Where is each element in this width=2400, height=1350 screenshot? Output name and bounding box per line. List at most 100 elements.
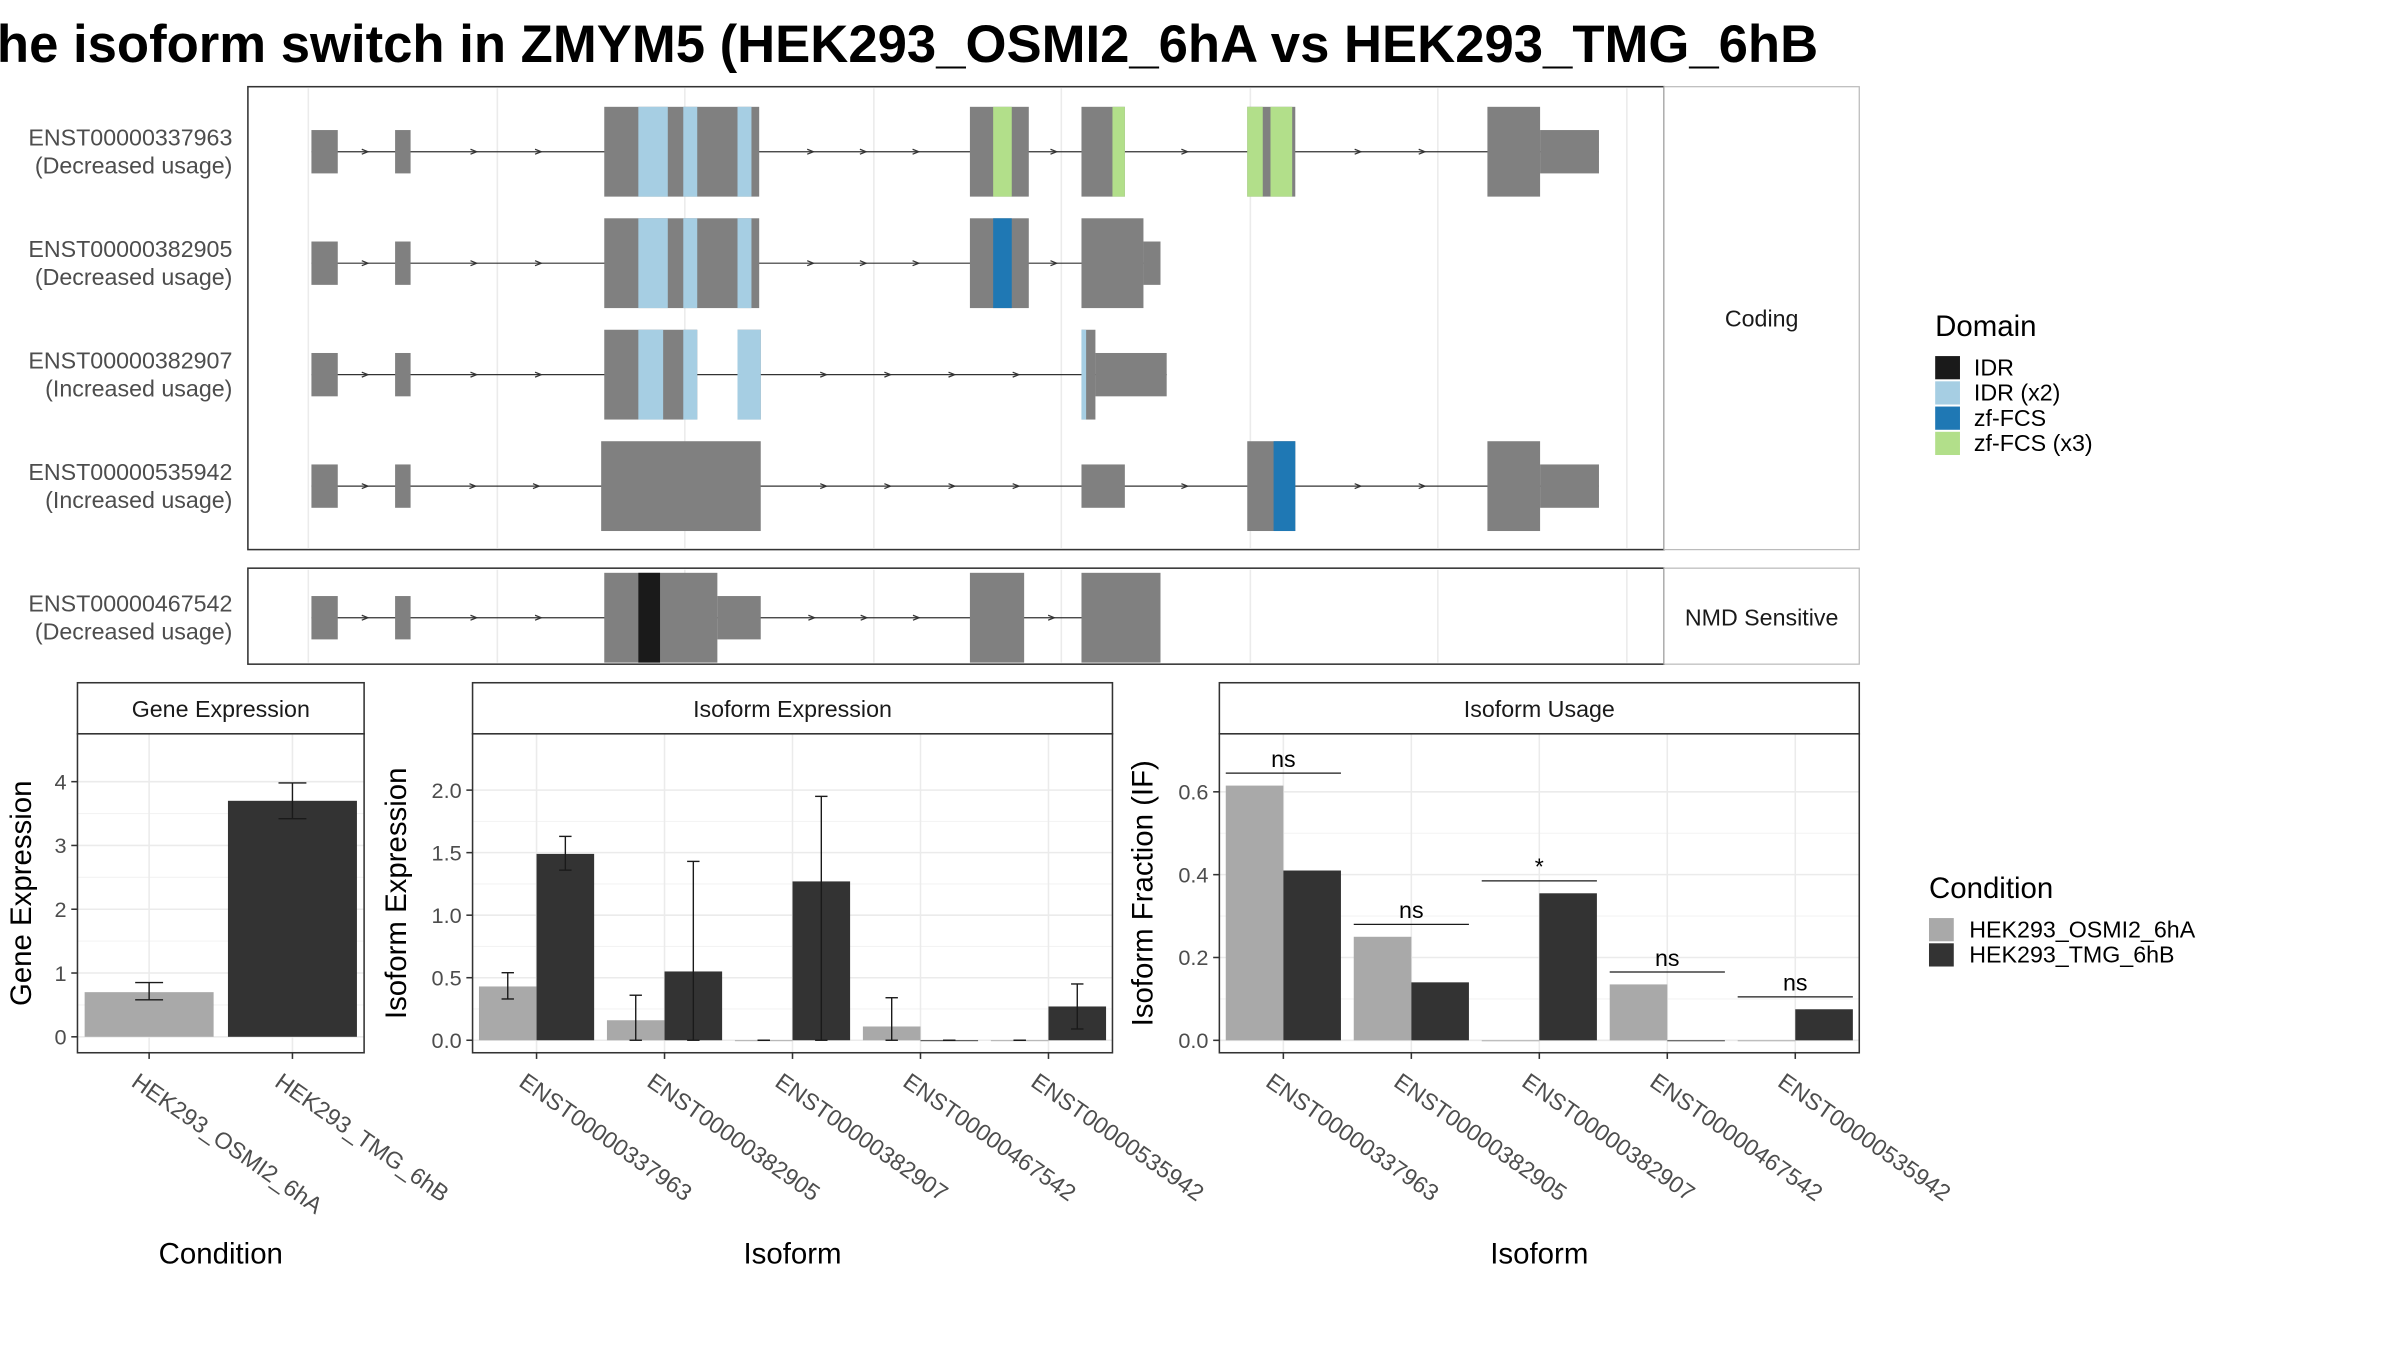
- exon: [311, 596, 338, 640]
- arrowhead: [470, 260, 479, 267]
- exon: [1540, 464, 1599, 508]
- legend-domain-key: [1935, 356, 1960, 380]
- exon: [1487, 441, 1541, 532]
- y-axis-title: Isoform Fraction (IF): [1127, 760, 1160, 1026]
- arrowhead: [361, 614, 370, 621]
- strip-nmd-label: NMD Sensitive: [1685, 604, 1839, 630]
- exon: [717, 596, 761, 640]
- arrowhead: [807, 148, 816, 155]
- domain-idr-x2: [638, 329, 664, 420]
- transcript-panel-nmd: NMD Sensitive: [247, 567, 1860, 665]
- chart-title: Gene Expression: [132, 696, 310, 722]
- strip-nmd: [1663, 567, 1860, 665]
- arrowhead: [808, 614, 817, 621]
- domain-zf-fcs_x3: [1112, 106, 1125, 197]
- significance-label: ns: [1271, 746, 1296, 772]
- arrowhead: [948, 483, 957, 490]
- domain-idr-x2: [1081, 329, 1087, 420]
- exon: [311, 464, 338, 508]
- arrowhead: [534, 614, 543, 621]
- legend-domain-label: zf-FCS (x3): [1974, 430, 2093, 456]
- y-tick-label: 1.0: [432, 903, 462, 928]
- legend-domain-label: IDR (x2): [1974, 380, 2060, 406]
- strip-coding-label: Coding: [1725, 306, 1799, 332]
- exon: [1081, 218, 1144, 309]
- exon: [311, 352, 338, 397]
- arrowhead: [820, 371, 829, 378]
- arrowhead: [534, 371, 543, 378]
- exon: [311, 241, 338, 285]
- y-tick-label: 0.4: [1178, 862, 1208, 887]
- arrowhead: [820, 483, 829, 490]
- exon: [1081, 572, 1161, 663]
- arrowhead: [534, 148, 543, 155]
- exon: [604, 572, 718, 663]
- bar-condition-a: [1225, 785, 1284, 1041]
- chart-isoform-expression: Isoform Expression0.00.51.01.52.0ENST000…: [380, 681, 1209, 1270]
- exon: [1487, 106, 1541, 197]
- transcript-ENST00000382905: [311, 218, 1161, 309]
- y-tick-label: 4: [55, 769, 67, 794]
- exon: [1095, 352, 1167, 397]
- transcript-id-label: ENST00000382907: [28, 347, 232, 373]
- exon: [395, 464, 411, 508]
- transcript-ENST00000337963: [311, 106, 1599, 197]
- coding-transcripts: [311, 106, 1599, 532]
- arrowhead: [1050, 260, 1059, 267]
- bar-condition-b: [536, 853, 595, 1041]
- bar-condition-a: [1609, 984, 1668, 1041]
- exon: [601, 441, 761, 532]
- y-tick-label: 0.5: [432, 965, 462, 990]
- y-tick-label: 0.0: [1178, 1028, 1208, 1053]
- chart-strip: [76, 681, 365, 735]
- strip-coding: [1663, 86, 1860, 551]
- arrowhead: [470, 614, 479, 621]
- bar-condition-b: [1795, 1009, 1853, 1041]
- arrowhead: [1418, 483, 1427, 490]
- chart-title: Isoform Usage: [1464, 696, 1615, 722]
- legend-domain-key: [1935, 381, 1960, 405]
- domain-idr-x2: [737, 106, 752, 197]
- arrowhead: [859, 148, 868, 155]
- bar: [227, 800, 357, 1037]
- transcript-ENST00000535942: [311, 441, 1599, 532]
- domain-zf-fcs: [1273, 441, 1296, 532]
- y-tick-label: 0.2: [1178, 945, 1208, 970]
- arrowhead: [859, 260, 868, 267]
- exon: [1540, 130, 1599, 174]
- transcript-id-label: ENST00000337963: [28, 125, 232, 151]
- bar-condition-b: [1667, 1040, 1725, 1042]
- arrowhead: [1012, 371, 1021, 378]
- arrowhead: [534, 260, 543, 267]
- arrowhead: [1012, 483, 1021, 490]
- y-tick-label: 0: [55, 1025, 67, 1050]
- domain-idr-x2: [737, 329, 761, 420]
- legend-domain-title: Domain: [1935, 310, 2036, 343]
- arrowhead: [361, 483, 370, 490]
- exon: [604, 218, 760, 309]
- transcript-id-label: ENST00000382905: [28, 236, 232, 262]
- bar-condition-a: [1737, 1040, 1796, 1042]
- transcript-usage-label: (Decreased usage): [35, 618, 233, 644]
- arrowhead: [1354, 483, 1363, 490]
- chart-title: Isoform Expression: [693, 696, 892, 722]
- legend-domain-key: [1935, 431, 1960, 456]
- bar-condition-a: [1481, 1040, 1540, 1042]
- arrowhead: [1181, 483, 1190, 490]
- legend-condition-title: Condition: [1929, 872, 2053, 905]
- arrowhead: [912, 260, 921, 267]
- exon: [604, 106, 760, 197]
- y-tick-label: 3: [55, 833, 67, 858]
- transcript-id-label: ENST00000535942: [28, 459, 232, 485]
- x-axis-title: Condition: [159, 1237, 283, 1270]
- transcript-id-label: ENST00000467542: [28, 591, 232, 617]
- figure-title: he isoform switch in ZMYM5 (HEK293_OSMI2…: [0, 15, 1818, 74]
- legend-condition-key: [1928, 918, 1954, 942]
- domain-idr-x2: [683, 218, 698, 309]
- x-axis-title: Isoform: [1490, 1237, 1588, 1270]
- transcript-usage-label: (Increased usage): [45, 375, 232, 401]
